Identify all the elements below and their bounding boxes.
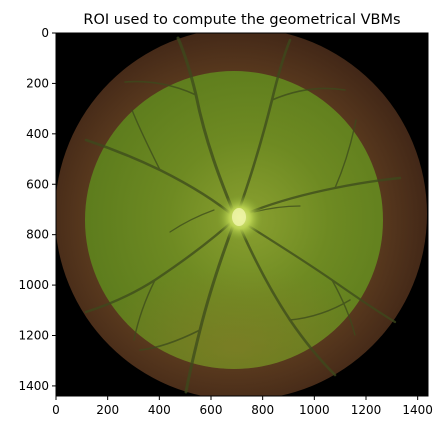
x-tick-label: 600 xyxy=(200,403,223,417)
x-axis: 0 200 400 600 800 1000 1200 1400 xyxy=(52,396,433,417)
x-tick-label: 200 xyxy=(96,403,119,417)
x-tick-label: 1200 xyxy=(351,403,382,417)
y-tick-label: 200 xyxy=(26,76,49,90)
x-tick-label: 800 xyxy=(251,403,274,417)
y-tick-label: 1400 xyxy=(18,379,49,393)
x-tick-label: 400 xyxy=(148,403,171,417)
y-tick-label: 0 xyxy=(41,26,49,40)
x-tick-label: 1000 xyxy=(299,403,330,417)
x-tick-label: 1400 xyxy=(402,403,433,417)
y-tick-label: 1200 xyxy=(18,329,49,343)
y-tick-label: 400 xyxy=(26,127,49,141)
x-tick-label: 0 xyxy=(52,403,60,417)
y-tick-label: 1000 xyxy=(18,278,49,292)
y-tick-label: 800 xyxy=(26,228,49,242)
y-tick-label: 600 xyxy=(26,177,49,191)
fundus-image xyxy=(55,28,428,400)
optic-cup xyxy=(232,208,246,226)
chart-title: ROI used to compute the geometrical VBMs xyxy=(83,12,400,28)
y-axis: 0 200 400 600 800 1000 1200 1400 xyxy=(18,26,56,393)
